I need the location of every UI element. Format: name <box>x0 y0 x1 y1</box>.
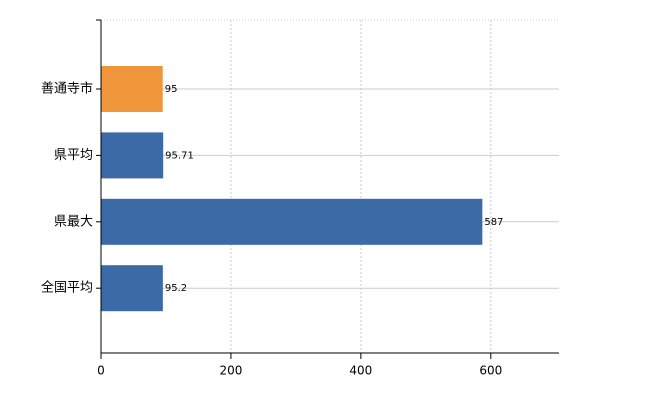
x-tick-label: 600 <box>479 364 502 378</box>
x-tick-label: 200 <box>219 364 242 378</box>
bar <box>101 198 483 245</box>
y-tick-label: 県平均 <box>54 148 93 163</box>
value-label: 95.2 <box>165 283 187 294</box>
y-tick-label: 善通寺市 <box>41 81 93 97</box>
bar <box>101 265 163 312</box>
value-label: 587 <box>484 217 503 228</box>
bar <box>101 132 164 179</box>
y-tick-label: 県最大 <box>54 214 93 229</box>
x-tick-label: 400 <box>349 364 372 378</box>
x-tick-label: 0 <box>97 364 105 378</box>
value-label: 95.71 <box>165 150 194 161</box>
value-label: 95 <box>165 84 178 95</box>
y-tick-label: 全国平均 <box>41 280 93 296</box>
bar <box>101 66 163 112</box>
